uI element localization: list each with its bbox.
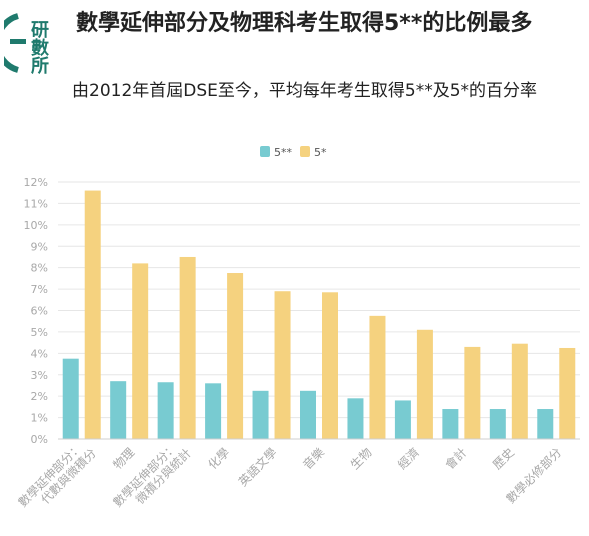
- y-tick-label: 12%: [24, 176, 48, 189]
- logo-bar: [10, 39, 26, 44]
- logo-text: 研: [31, 20, 49, 41]
- y-tick-label: 0%: [31, 433, 48, 446]
- x-tick-label: 音樂: [300, 445, 328, 473]
- bar-5ss: [252, 390, 269, 439]
- legend-label: 5*: [314, 146, 327, 159]
- y-tick-label: 1%: [31, 412, 48, 425]
- bar-5ss: [62, 358, 79, 439]
- bar-5s: [559, 347, 576, 439]
- legend-swatch: [300, 146, 310, 157]
- y-tick-label: 10%: [24, 219, 48, 232]
- bar-5ss: [394, 400, 411, 439]
- bar-5s: [511, 343, 528, 439]
- y-tick-label: 7%: [31, 283, 48, 296]
- logo-text: 數: [31, 38, 49, 59]
- bar-5ss: [300, 390, 316, 439]
- x-tick-label: 化學: [205, 445, 232, 472]
- bar-5s: [464, 346, 481, 439]
- bar-5ss: [110, 381, 127, 439]
- logo-arc: [4, 13, 19, 73]
- bar-5ss: [205, 383, 222, 439]
- y-tick-label: 8%: [31, 262, 48, 275]
- x-tick-label: 會計: [442, 445, 470, 473]
- x-tick-label: 物理: [110, 445, 137, 472]
- legend-swatch: [260, 146, 270, 157]
- y-tick-label: 9%: [31, 240, 48, 253]
- y-tick-label: 2%: [31, 390, 48, 403]
- y-tick-label: 6%: [31, 305, 48, 318]
- logo-text: 所: [31, 56, 49, 74]
- bar-5s: [227, 273, 244, 439]
- y-tick-label: 3%: [31, 369, 48, 382]
- bar-5ss: [157, 382, 174, 439]
- bar-5ss: [442, 409, 459, 439]
- logo: 研 數 所: [4, 13, 49, 74]
- legend-label: 5**: [274, 146, 292, 159]
- x-tick-label: 經濟: [394, 445, 422, 473]
- bar-5ss: [489, 409, 506, 439]
- x-tick-label: 英語文學: [235, 445, 280, 490]
- x-tick-label: 歷史: [490, 445, 517, 472]
- y-tick-label: 4%: [31, 347, 48, 360]
- x-tick-label: 數學延伸部分：微積分與統計: [110, 435, 194, 519]
- x-tick-label: 數學延伸部分：代數與微積分: [15, 435, 99, 519]
- bar-5ss: [537, 409, 554, 439]
- bar-5s: [322, 292, 338, 439]
- chart-subtitle: 由2012年首屆DSE至今，平均每年考生取得5**及5*的百分率: [72, 81, 538, 101]
- bar-chart: 0% 1% 2% 3% 4% 5% 6% 7% 8% 9% 10% 11% 12% 5** 5* 數學延伸部分…: [15, 146, 580, 519]
- bar-5s: [132, 263, 149, 439]
- bar-5s: [416, 329, 433, 439]
- bar-5s: [179, 256, 196, 439]
- bar-5s: [369, 315, 386, 439]
- y-tick-label: 5%: [31, 326, 48, 339]
- bar-5s: [84, 190, 101, 439]
- bar-5ss: [347, 398, 364, 439]
- x-tick-label: 生物: [348, 445, 375, 472]
- y-tick-label: 11%: [24, 197, 48, 210]
- bar-5s: [274, 291, 291, 439]
- chart-title: 數學延伸部分及物理科考生取得5**的比例最多: [76, 11, 533, 36]
